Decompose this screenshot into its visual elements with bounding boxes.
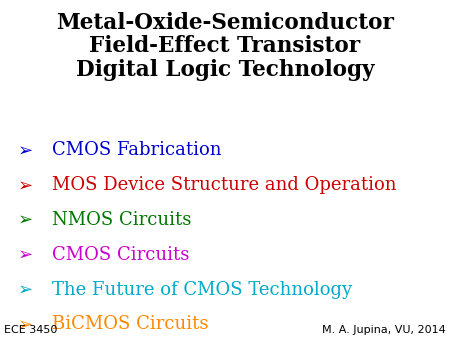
Text: The Future of CMOS Technology: The Future of CMOS Technology <box>52 281 352 299</box>
Text: MOS Device Structure and Operation: MOS Device Structure and Operation <box>52 176 396 194</box>
Text: ECE 3450: ECE 3450 <box>4 324 58 335</box>
Text: Digital Logic Technology: Digital Logic Technology <box>76 59 374 81</box>
Text: ➢: ➢ <box>18 141 33 160</box>
Text: ➢: ➢ <box>18 211 33 229</box>
Text: ➢: ➢ <box>18 315 33 334</box>
Text: Metal-Oxide-Semiconductor: Metal-Oxide-Semiconductor <box>56 12 394 34</box>
Text: CMOS Circuits: CMOS Circuits <box>52 246 189 264</box>
Text: ➢: ➢ <box>18 246 33 264</box>
Text: ➢: ➢ <box>18 176 33 194</box>
Text: NMOS Circuits: NMOS Circuits <box>52 211 191 229</box>
Text: CMOS Fabrication: CMOS Fabrication <box>52 141 221 160</box>
Text: M. A. Jupina, VU, 2014: M. A. Jupina, VU, 2014 <box>322 324 446 335</box>
Text: ➢: ➢ <box>18 281 33 299</box>
Text: BiCMOS Circuits: BiCMOS Circuits <box>52 315 208 334</box>
Text: Field-Effect Transistor: Field-Effect Transistor <box>90 35 360 57</box>
